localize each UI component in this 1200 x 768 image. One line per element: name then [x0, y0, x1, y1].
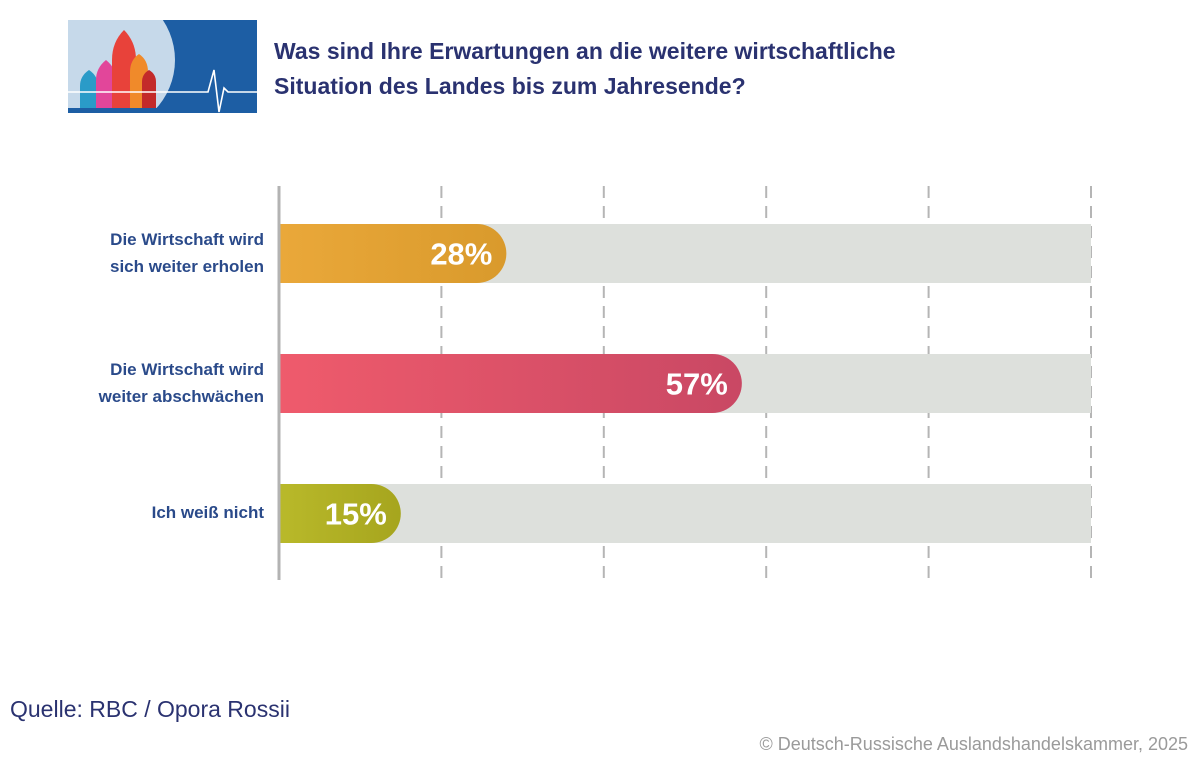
category-label-line: Die Wirtschaft wird: [110, 359, 264, 379]
category-label: Die Wirtschaft wird weiter abschwächen: [14, 356, 264, 410]
bar: [279, 354, 742, 413]
category-label-line: sich weiter erholen: [110, 256, 264, 276]
bar: [279, 484, 401, 543]
chart-title: Was sind Ihre Erwartungen an die weitere…: [274, 34, 1034, 104]
category-label-line: weiter abschwächen: [98, 386, 264, 406]
category-label-line: Ich weiß nicht: [151, 503, 264, 522]
bar: [279, 224, 507, 283]
chart-title-line-1: Was sind Ihre Erwartungen an die weitere…: [274, 38, 896, 64]
bar-track: [279, 484, 1091, 543]
category-label: Ich weiß nicht: [14, 499, 264, 526]
source-note: Quelle: RBC / Opora Rossii: [10, 696, 290, 722]
bar-value-label: 28%: [430, 237, 492, 272]
logo-image: [68, 20, 257, 113]
bars: 28% 57% 15%: [279, 224, 742, 543]
bar-value-label: 15%: [325, 497, 387, 532]
category-label-line: Die Wirtschaft wird: [110, 229, 264, 249]
bar-value-label: 57%: [666, 367, 728, 402]
chart-title-line-2: Situation des Landes bis zum Jahresende?: [274, 73, 746, 99]
copyright-note: © Deutsch-Russische Auslandshandelskamme…: [759, 734, 1188, 754]
category-label: Die Wirtschaft wird sich weiter erholen: [14, 226, 264, 280]
